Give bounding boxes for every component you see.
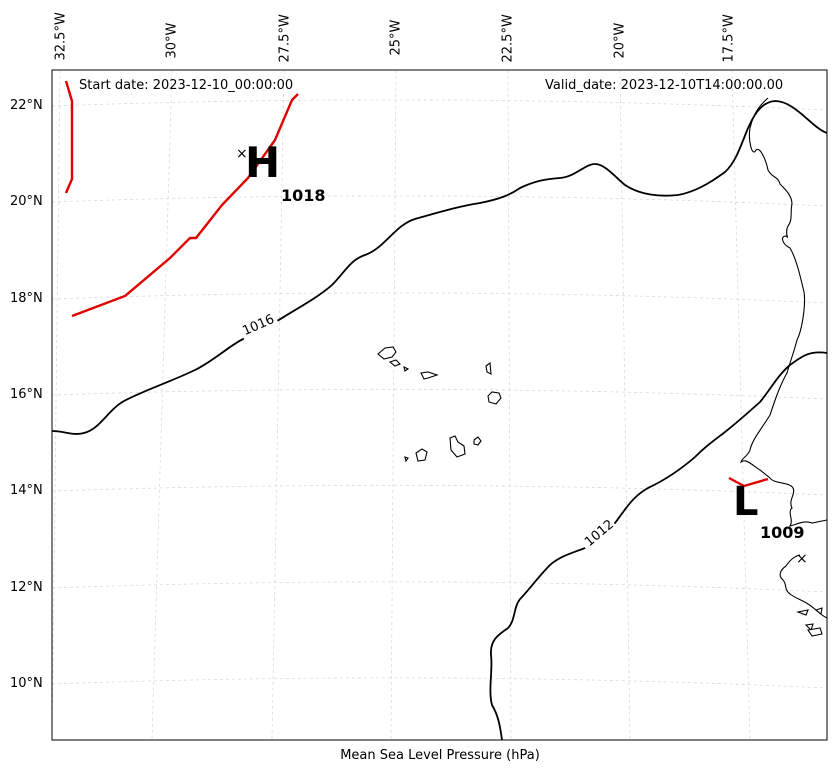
low-pressure-value: 1009 bbox=[760, 523, 805, 542]
high-pressure-value: 1018 bbox=[281, 186, 326, 205]
lon-label: 20°W bbox=[612, 22, 628, 59]
lon-label: 22.5°W bbox=[500, 14, 516, 63]
lon-label: 30°W bbox=[164, 22, 180, 59]
front-line-low bbox=[728, 476, 769, 488]
lat-label: 10°N bbox=[10, 676, 43, 691]
low-center-marker: × bbox=[796, 551, 808, 567]
high-center-marker: × bbox=[236, 146, 248, 162]
graticule bbox=[51, 69, 828, 741]
lon-label: 17.5°W bbox=[721, 14, 737, 63]
front-line-high bbox=[71, 93, 299, 318]
map-frame bbox=[51, 69, 828, 741]
axis-xlabel: Mean Sea Level Pressure (hPa) bbox=[340, 748, 540, 763]
high-pressure-symbol: H bbox=[245, 138, 281, 187]
isobar-1016 bbox=[51, 100, 828, 435]
lat-label: 16°N bbox=[10, 387, 43, 402]
front-lines bbox=[64, 80, 769, 488]
lon-label: 32.5°W bbox=[53, 12, 69, 61]
lat-label: 22°N bbox=[10, 98, 43, 113]
lat-label: 18°N bbox=[10, 291, 43, 306]
lon-label: 27.5°W bbox=[277, 14, 293, 63]
pressure-centre-markers: × × bbox=[236, 146, 808, 567]
lat-label: 14°N bbox=[10, 483, 43, 498]
low-pressure-symbol: L bbox=[733, 479, 759, 525]
lat-label: 20°N bbox=[10, 194, 43, 209]
isobars bbox=[51, 100, 828, 741]
lon-label: 25°W bbox=[388, 19, 404, 56]
coastlines bbox=[377, 97, 828, 637]
coastline-africa bbox=[740, 97, 828, 527]
start-date-label: Start date: 2023-12-10_00:00:00 bbox=[79, 78, 294, 93]
front-line-high bbox=[64, 80, 74, 194]
lat-label: 12°N bbox=[10, 580, 43, 595]
valid-date-label: Valid_date: 2023-12-10T14:00:00.00 bbox=[545, 78, 784, 93]
